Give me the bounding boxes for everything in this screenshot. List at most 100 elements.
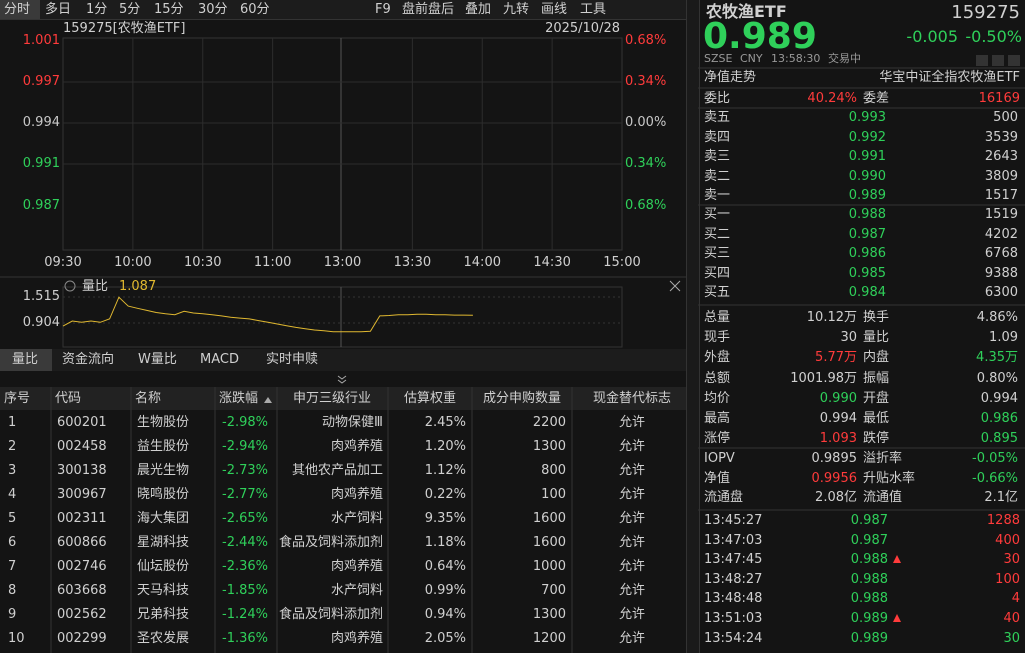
x-tick-label: 09:30: [44, 255, 82, 270]
quote-time: 13:58:30: [771, 52, 821, 65]
table-cell: 其他农产品加工: [291, 463, 383, 478]
tool-button[interactable]: F9: [375, 2, 391, 17]
period-tab[interactable]: 30分: [198, 2, 228, 17]
tool-button[interactable]: 九转: [503, 2, 530, 17]
bottom-tab[interactable]: MACD: [200, 352, 239, 367]
settings-button[interactable]: [992, 55, 1004, 66]
separators: [698, 67, 1025, 511]
stat-label: 升贴水率: [863, 470, 916, 486]
active-tab: [0, 0, 40, 19]
book-volume: 6768: [984, 246, 1018, 261]
table-cell: 肉鸡养殖: [330, 559, 383, 574]
stat-label: 最高: [704, 411, 731, 426]
bottom-tab[interactable]: 量比: [12, 352, 39, 367]
bottom-tab[interactable]: 资金流向: [62, 352, 115, 367]
stat-label: 净值: [704, 470, 731, 486]
period-tab[interactable]: 15分: [154, 2, 184, 17]
stat-label: 涨停: [704, 431, 731, 447]
pct-tick-label: 0.68%: [625, 198, 667, 213]
x-tick-label: 15:00: [603, 255, 641, 270]
column-header[interactable]: 估算权重: [403, 391, 457, 406]
table-cell: -2.77%: [222, 487, 268, 502]
active-tab: [0, 349, 52, 371]
column-header[interactable]: 名称: [135, 391, 162, 406]
tool-button[interactable]: 盘前盘后: [402, 2, 455, 17]
x-tick-label: 14:30: [533, 255, 571, 270]
period-tab[interactable]: 分时: [4, 2, 31, 17]
column-header[interactable]: 代码: [55, 391, 82, 406]
book-price: 0.989: [848, 188, 886, 203]
book-price: 0.992: [848, 129, 886, 145]
stat-label: 均价: [704, 390, 731, 406]
table-cell: 0.99%: [424, 583, 466, 598]
table-cell: 仙坛股份: [137, 559, 190, 574]
table-cell: 5: [8, 511, 17, 526]
table-cell: 1300: [532, 607, 566, 622]
sort-icon[interactable]: [264, 397, 272, 403]
stat-label: 流通盘: [704, 490, 744, 505]
stat-label: 流通值: [863, 490, 903, 505]
stat-value: 0.994: [819, 411, 857, 426]
table-cell: -2.65%: [222, 511, 268, 526]
book-volume: 1517: [984, 188, 1018, 203]
close-icon[interactable]: [669, 280, 681, 292]
last-price: 0.989: [703, 16, 817, 57]
stat-label: 跌停: [863, 431, 890, 447]
stat-value: 0.990: [819, 390, 857, 406]
table-cell: -1.85%: [222, 583, 268, 598]
splitter[interactable]: [686, 0, 700, 653]
trade-time: 13:47:45: [704, 552, 763, 568]
chart-title: 159275[农牧渔ETF]: [63, 21, 186, 36]
nav-tab[interactable]: 净值走势: [704, 70, 757, 85]
left-panel: [0, 37, 686, 653]
stat-value: 2.1亿: [984, 490, 1018, 505]
trade-price: 0.987: [850, 513, 888, 528]
tool-button[interactable]: 叠加: [465, 2, 492, 17]
trade-price: 0.987: [850, 532, 888, 548]
column-header[interactable]: 序号: [4, 391, 31, 406]
period-tab[interactable]: 多日: [45, 2, 72, 17]
stat-label: 开盘: [863, 390, 890, 406]
table-cell: 0.64%: [424, 559, 466, 574]
bottom-tab[interactable]: 实时申赎: [266, 352, 319, 367]
trade-volume: 30: [1003, 630, 1020, 646]
tool-button[interactable]: 工具: [580, 2, 607, 17]
table-cell: 002458: [57, 439, 107, 454]
table-cell: 1600: [532, 511, 566, 526]
stat-label: 振幅: [863, 370, 890, 386]
table-cell: 1300: [532, 439, 566, 454]
trade-price: 0.989: [850, 611, 888, 626]
add-button[interactable]: [1008, 55, 1020, 66]
trade-price: 0.988: [850, 591, 888, 607]
toolbar: [0, 0, 686, 20]
trade-time: 13:48:48: [704, 591, 763, 607]
table-cell: 800: [541, 463, 566, 478]
period-tab[interactable]: 60分: [240, 2, 270, 17]
tool-button[interactable]: 画线: [541, 2, 568, 17]
collapse-icon[interactable]: [337, 375, 347, 384]
stat-value: 0.9895: [811, 451, 858, 466]
table-cell: 兄弟科技: [137, 607, 190, 622]
column-header[interactable]: 成分申购数量: [482, 391, 562, 406]
edit-button[interactable]: [976, 55, 988, 66]
book-label: 卖二: [704, 168, 731, 184]
table-cell: -2.98%: [222, 415, 268, 430]
column-header[interactable]: 现金替代标志: [592, 391, 672, 406]
book-price: 0.988: [848, 207, 886, 222]
book-volume: 3809: [984, 168, 1018, 184]
value: 16169: [978, 91, 1020, 106]
pct-tick-label: 0.34%: [625, 74, 667, 89]
y-tick-label: 1.001: [22, 33, 60, 48]
table-cell: 2200: [532, 415, 566, 430]
column-header[interactable]: 涨跌幅: [219, 391, 259, 406]
bottom-tab[interactable]: W量比: [138, 352, 177, 367]
column-header[interactable]: 申万三级行业: [292, 391, 372, 406]
trade-time: 13:51:03: [704, 611, 763, 626]
period-tab[interactable]: 1分: [86, 2, 108, 17]
period-tab[interactable]: 5分: [119, 2, 141, 17]
table-cell: 允许: [618, 559, 646, 574]
help-icon[interactable]: [64, 280, 76, 292]
trade-price: 0.988: [850, 571, 888, 587]
book-price: 0.993: [848, 110, 886, 125]
trade-time: 13:48:27: [704, 571, 763, 587]
